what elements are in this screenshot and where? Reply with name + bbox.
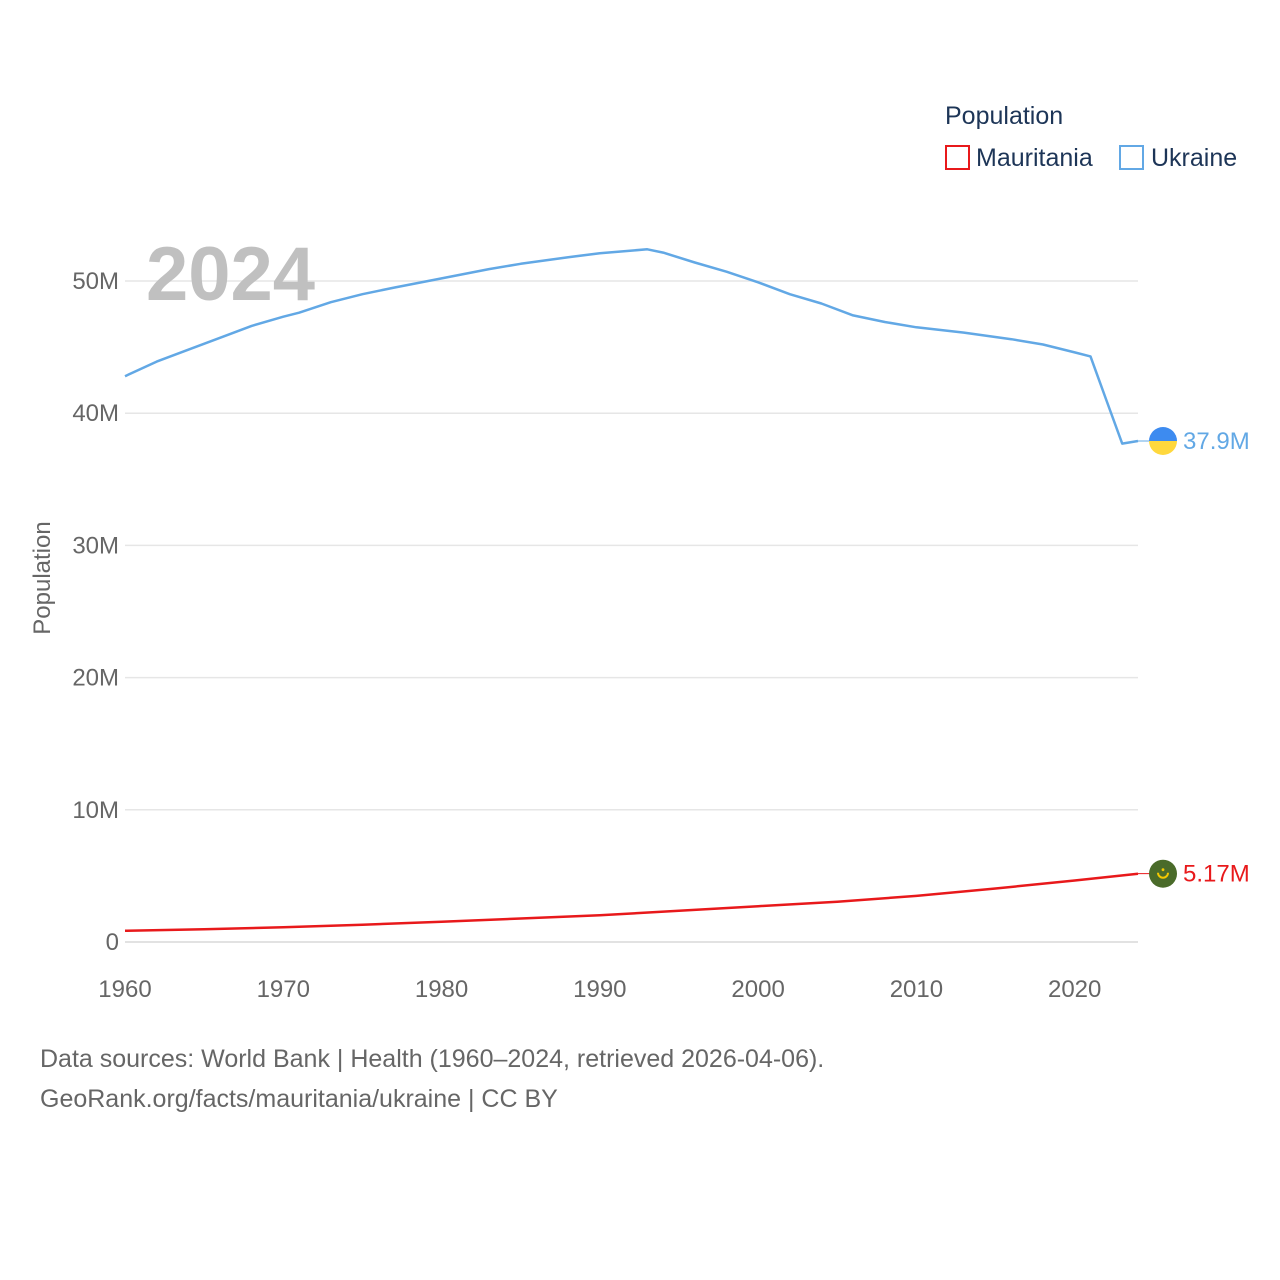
x-tick-label: 1990 [573, 976, 626, 1003]
series-line-ukraine[interactable] [124, 248, 1139, 445]
series-line-mauritania[interactable] [124, 872, 1139, 933]
y-axis-label: Population [29, 521, 56, 634]
y-tick-label: 40M [72, 400, 119, 427]
x-tick-label: 1960 [98, 976, 151, 1003]
legend-swatch-mauritania [945, 145, 970, 170]
x-tick-label: 2010 [890, 976, 943, 1003]
ukraine-end-label: 37.9M [1183, 428, 1250, 455]
legend-swatch-ukraine [1119, 145, 1144, 170]
series-lines [124, 248, 1163, 933]
x-tick-label: 1970 [257, 976, 310, 1003]
x-tick-label: 2020 [1048, 976, 1101, 1003]
x-tick-label: 2000 [731, 976, 784, 1003]
ukraine-flag-icon [1149, 427, 1177, 455]
y-tick-label: 30M [72, 532, 119, 559]
legend-item-mauritania[interactable]: Mauritania [945, 144, 1093, 172]
legend-title: Population [945, 102, 1063, 130]
legend: Population Mauritania Ukraine [945, 102, 1237, 172]
gridlines [125, 280, 1138, 943]
y-tick-label: 10M [72, 797, 119, 824]
footer-sources: Data sources: World Bank | Health (1960–… [40, 1045, 825, 1073]
mauritania-end-label: 5.17M [1183, 861, 1250, 888]
x-axis-ticks: 1960 1970 1980 1990 2000 2010 2020 [98, 976, 1101, 1003]
y-tick-label: 20M [72, 665, 119, 692]
legend-label-mauritania: Mauritania [976, 144, 1093, 172]
y-tick-label: 50M [72, 268, 119, 295]
footer-attribution[interactable]: GeoRank.org/facts/mauritania/ukraine | C… [40, 1085, 558, 1113]
mauritania-flag-icon [1149, 859, 1177, 888]
y-tick-label: 0 [106, 929, 119, 956]
legend-item-ukraine[interactable]: Ukraine [1119, 144, 1237, 172]
year-overlay: 2024 [146, 232, 315, 317]
y-axis-ticks: 0 10M 20M 30M 40M 50M [72, 268, 119, 956]
legend-label-ukraine: Ukraine [1151, 144, 1237, 172]
x-tick-label: 1980 [415, 976, 468, 1003]
